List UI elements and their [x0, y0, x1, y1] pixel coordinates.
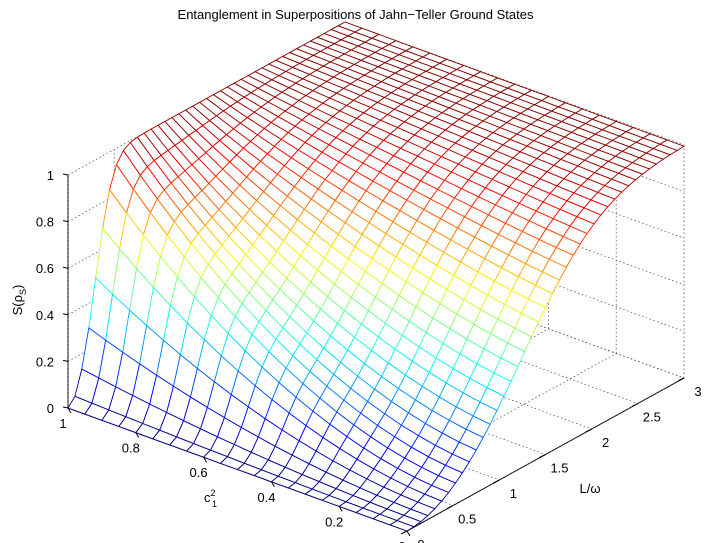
- y-tick-mark: [677, 377, 685, 382]
- z-tick-label: 0.6: [36, 261, 54, 276]
- z-tick-mark: [62, 173, 69, 176]
- x-tick-label: 1: [59, 416, 66, 431]
- x-tick-mark: [135, 432, 140, 438]
- y-tick-label: 2.5: [643, 410, 661, 425]
- y-tick-mark: [493, 479, 500, 484]
- x-tick-label: 0.2: [325, 514, 343, 529]
- x-tick-label: 0.8: [122, 441, 140, 456]
- x-axis-ticks: 0 0.2 0.4 0.6 0.8 1: [59, 407, 411, 543]
- y-tick-mark: [631, 403, 639, 407]
- x-axis-label-text: c: [204, 490, 211, 505]
- y-tick-label: 3: [694, 384, 701, 399]
- z-tick-label: 0.2: [36, 354, 54, 369]
- y-tick-label: 1: [510, 486, 517, 501]
- x-tick-mark: [406, 530, 411, 537]
- x-tick-label: 0.4: [257, 490, 275, 505]
- surface-mesh: [67, 21, 686, 532]
- z-tick-mark: [62, 406, 69, 409]
- y-tick-mark: [585, 428, 592, 433]
- x-tick-label: 0.6: [190, 465, 208, 480]
- z-tick-mark: [62, 220, 69, 223]
- y-tick-label: 1.5: [550, 461, 568, 476]
- y-tick-label: 0.5: [458, 512, 476, 527]
- z-tick-mark: [62, 266, 69, 269]
- x-tick-mark: [67, 407, 72, 414]
- x-axis-label: c2 1: [204, 488, 217, 509]
- z-tick-mark: [62, 359, 69, 362]
- y-tick-mark: [400, 530, 408, 535]
- x-tick-mark: [203, 456, 208, 463]
- y-axis-ticks: 0 0.5 1 1.5 2 2.5 3: [400, 377, 702, 543]
- y-tick-label: 0: [417, 537, 424, 543]
- z-tick-label: 0: [47, 401, 54, 416]
- z-axis-label-text: S(ρ: [10, 295, 25, 315]
- x-tick-mark: [270, 481, 275, 488]
- z-axis-ticks: 0 0.2 0.4 0.6 0.8 1: [36, 168, 69, 416]
- x-tick-mark: [338, 506, 343, 512]
- z-tick-label: 0.8: [36, 215, 54, 230]
- z-axis-label-sub: S: [18, 289, 28, 295]
- z-axis-label-close: ): [10, 285, 25, 289]
- y-tick-label: 2: [602, 435, 609, 450]
- y-axis-label: L/ω: [580, 481, 601, 496]
- chart-title: Entanglement in Superpositions of Jahn−T…: [177, 7, 534, 22]
- z-tick-label: 0.4: [36, 308, 54, 323]
- z-tick-label: 1: [47, 168, 54, 183]
- x-axis-label-sub: 1: [212, 499, 217, 509]
- x-tick-label: 0: [398, 539, 405, 543]
- y-tick-mark: [446, 505, 454, 509]
- z-tick-mark: [62, 313, 69, 316]
- z-axis-label: S(ρS): [10, 285, 28, 316]
- axis-labels: S(ρS)c2 1L/ω: [10, 285, 601, 509]
- x-axis-label-sup: 2: [211, 488, 216, 498]
- y-tick-mark: [539, 454, 546, 458]
- surface-cell: [389, 520, 415, 532]
